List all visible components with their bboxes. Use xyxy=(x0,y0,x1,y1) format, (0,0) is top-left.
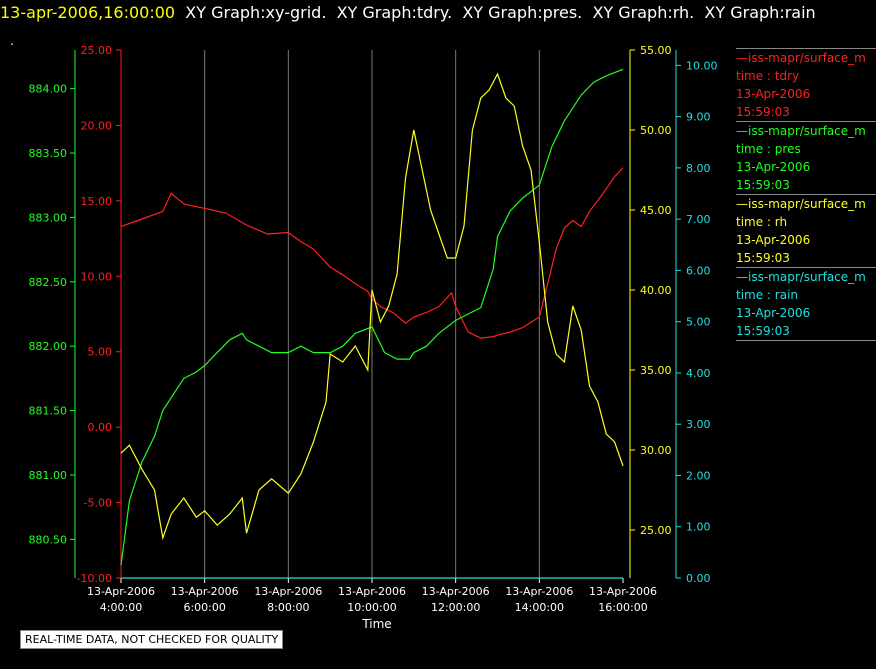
graph-title-pres: XY Graph:pres. xyxy=(462,3,583,22)
y-tick-label-rh: 35.00 xyxy=(640,364,672,377)
y-tick-label-pres: 881.50 xyxy=(29,405,68,418)
legend-name: —iss-mapr/surface_m xyxy=(736,51,866,65)
title-bar: 13-apr-2006,16:00:00 XY Graph:xy-grid. X… xyxy=(0,0,876,26)
timestamp: 13-apr-2006,16:00:00 xyxy=(0,3,176,22)
x-tick-label: 13-Apr-2006 xyxy=(422,585,490,598)
series-line-pres xyxy=(120,68,624,566)
x-tick-label: 12:00:00 xyxy=(431,601,480,614)
y-tick-label-pres: 883.00 xyxy=(29,211,68,224)
graph-title-grid: XY Graph:xy-grid. xyxy=(185,3,327,22)
y-tick-label-pres: 881.00 xyxy=(29,469,68,482)
y-tick-label-rh: 40.00 xyxy=(640,284,672,297)
graph-title-rh: XY Graph:rh. xyxy=(592,3,695,22)
legend-var: time : pres xyxy=(736,142,801,156)
graph-title-rain: XY Graph:rain xyxy=(704,3,816,22)
y-tick-label-tdry: 10.00 xyxy=(81,270,113,283)
y-tick-label-tdry: 15.00 xyxy=(81,195,113,208)
y-tick-label-tdry: 25.00 xyxy=(81,44,113,57)
series-line-rh xyxy=(120,72,624,541)
marker-dot: . xyxy=(10,34,14,48)
y-tick-label-rh: 45.00 xyxy=(640,204,672,217)
y-tick-label-rain: 6.00 xyxy=(686,264,711,277)
y-tick-label-pres: 882.50 xyxy=(29,276,68,289)
legend-var: time : rain xyxy=(736,288,799,302)
x-tick-label: 13-Apr-2006 xyxy=(171,585,239,598)
y-tick-label-rain: 8.00 xyxy=(686,162,711,175)
legend-time: 15:59:03 xyxy=(736,178,790,192)
x-tick-label: 16:00:00 xyxy=(598,601,647,614)
y-tick-label-rh: 25.00 xyxy=(640,524,672,537)
legend-var: time : tdry xyxy=(736,69,800,83)
y-tick-label-rain: 5.00 xyxy=(686,316,711,329)
legend-time: 15:59:03 xyxy=(736,251,790,265)
legend-entry-tdry[interactable]: —iss-mapr/surface_m time : tdry 13-Apr-2… xyxy=(736,48,876,121)
legend-time: 15:59:03 xyxy=(736,105,790,119)
legend-time: 15:59:03 xyxy=(736,324,790,338)
legend-var: time : rh xyxy=(736,215,788,229)
quality-disclaimer: REAL-TIME DATA, NOT CHECKED FOR QUALITY xyxy=(20,630,284,649)
y-tick-label-pres: 883.50 xyxy=(29,147,68,160)
legend-date: 13-Apr-2006 xyxy=(736,233,811,247)
legend-date: 13-Apr-2006 xyxy=(736,87,811,101)
y-tick-label-tdry: 20.00 xyxy=(81,119,113,132)
legend-name: —iss-mapr/surface_m xyxy=(736,270,866,284)
legend-date: 13-Apr-2006 xyxy=(736,160,811,174)
x-tick-label: 14:00:00 xyxy=(515,601,564,614)
series-line-tdry xyxy=(120,167,624,339)
x-tick-label: 10:00:00 xyxy=(347,601,396,614)
y-tick-label-rh: 30.00 xyxy=(640,444,672,457)
y-tick-label-tdry: 5.00 xyxy=(88,346,113,359)
y-tick-label-rain: 4.00 xyxy=(686,367,711,380)
y-tick-label-rain: 7.00 xyxy=(686,213,711,226)
x-axis-label: Time xyxy=(361,617,391,631)
y-tick-label-tdry: 0.00 xyxy=(88,421,113,434)
legend-entry-rain[interactable]: —iss-mapr/surface_m time : rain 13-Apr-2… xyxy=(736,267,876,341)
x-tick-label: 13-Apr-2006 xyxy=(87,585,155,598)
y-tick-label-pres: 882.00 xyxy=(29,340,68,353)
y-tick-label-rain: 3.00 xyxy=(686,418,711,431)
legend-date: 13-Apr-2006 xyxy=(736,306,811,320)
x-tick-label: 13-Apr-2006 xyxy=(589,585,657,598)
x-tick-label: 8:00:00 xyxy=(267,601,309,614)
y-tick-label-rh: 55.00 xyxy=(640,44,672,57)
legend-entry-pres[interactable]: —iss-mapr/surface_m time : pres 13-Apr-2… xyxy=(736,121,876,194)
legend: —iss-mapr/surface_m time : tdry 13-Apr-2… xyxy=(736,48,876,341)
legend-entry-rh[interactable]: —iss-mapr/surface_m time : rh 13-Apr-200… xyxy=(736,194,876,267)
y-tick-label-rh: 50.00 xyxy=(640,124,672,137)
y-tick-label-tdry: -10.00 xyxy=(77,572,112,585)
y-tick-label-tdry: -5.00 xyxy=(84,497,112,510)
y-tick-label-rain: 0.00 xyxy=(686,572,711,585)
y-tick-label-pres: 880.50 xyxy=(29,533,68,546)
x-tick-label: 13-Apr-2006 xyxy=(505,585,573,598)
y-tick-label-rain: 1.00 xyxy=(686,521,711,534)
x-tick-label: 13-Apr-2006 xyxy=(254,585,322,598)
y-tick-label-rain: 2.00 xyxy=(686,469,711,482)
y-tick-label-rain: 9.00 xyxy=(686,111,711,124)
y-tick-label-rain: 10.00 xyxy=(686,59,718,72)
legend-name: —iss-mapr/surface_m xyxy=(736,197,866,211)
x-tick-label: 13-Apr-2006 xyxy=(338,585,406,598)
legend-name: —iss-mapr/surface_m xyxy=(736,124,866,138)
x-tick-label: 6:00:00 xyxy=(183,601,225,614)
x-tick-label: 4:00:00 xyxy=(100,601,142,614)
graph-title-tdry: XY Graph:tdry. xyxy=(336,3,453,22)
y-tick-label-pres: 884.00 xyxy=(29,83,68,96)
